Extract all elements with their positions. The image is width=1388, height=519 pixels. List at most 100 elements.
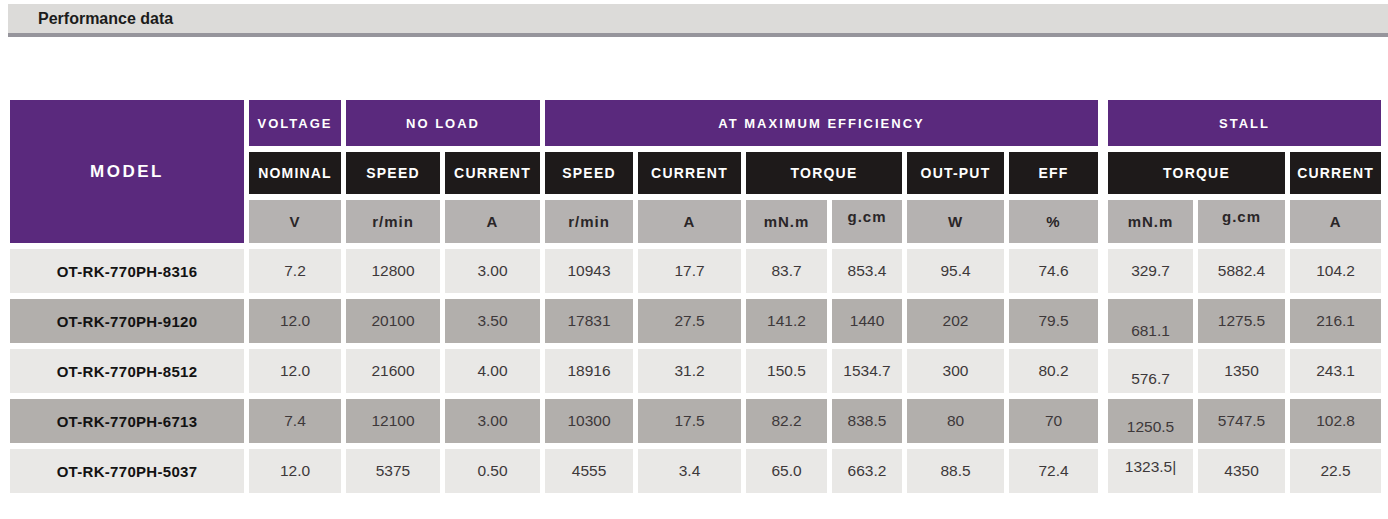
value-cell: 83.7	[746, 249, 827, 293]
value-cell: 65.0	[746, 449, 827, 493]
subheader-nominal: NOMINAL	[249, 152, 341, 194]
unit-mnm-stall: mN.m	[1103, 200, 1193, 243]
value-cell: 79.5	[1009, 299, 1098, 343]
value-cell: 17831	[545, 299, 633, 343]
group-voltage: VOLTAGE	[249, 100, 341, 146]
value-cell: 104.2	[1290, 249, 1381, 293]
value-cell: 80.2	[1009, 349, 1098, 393]
unit-a-noload: A	[445, 200, 540, 243]
value-cell: 1275.5	[1198, 299, 1285, 343]
value-cell: 4555	[545, 449, 633, 493]
value-cell: 1350	[1198, 349, 1285, 393]
value-cell: 21600	[346, 349, 440, 393]
value-cell: 216.1	[1290, 299, 1381, 343]
value-cell: 95.4	[907, 249, 1004, 293]
value-cell: 5747.5	[1198, 399, 1285, 443]
group-no-load: NO LOAD	[346, 100, 540, 146]
value-cell: 80	[907, 399, 1004, 443]
unit-rmin-noload: r/min	[346, 200, 440, 243]
value-cell: 3.00	[445, 249, 540, 293]
value-cell: 681.1	[1103, 299, 1193, 343]
unit-percent: %	[1009, 200, 1098, 243]
value-cell: 329.7	[1103, 249, 1193, 293]
subheader-output: OUT-PUT	[907, 152, 1004, 194]
value-cell: 82.2	[746, 399, 827, 443]
model-cell: OT-RK-770PH-8512	[10, 349, 244, 393]
table-row: OT-RK-770PH-67137.4121003.001030017.582.…	[10, 399, 1381, 443]
unit-gcm-stall: g.cm	[1198, 200, 1285, 243]
value-cell: 141.2	[746, 299, 827, 343]
subheader-noload-speed: SPEED	[346, 152, 440, 194]
table-row: OT-RK-770PH-912012.0201003.501783127.514…	[10, 299, 1381, 343]
unit-w: W	[907, 200, 1004, 243]
value-cell: 12100	[346, 399, 440, 443]
value-cell: 576.7	[1103, 349, 1193, 393]
value-cell: 4350	[1198, 449, 1285, 493]
value-cell: 5375	[346, 449, 440, 493]
value-cell: 838.5	[832, 399, 902, 443]
section-header: Performance data	[8, 4, 1388, 37]
table-row: OT-RK-770PH-503712.053750.5045553.465.06…	[10, 449, 1381, 493]
value-cell: 10300	[545, 399, 633, 443]
value-cell: 10943	[545, 249, 633, 293]
value-cell: 12.0	[249, 299, 341, 343]
value-cell: 1250.5	[1103, 399, 1193, 443]
value-cell: 17.7	[638, 249, 741, 293]
performance-table: MODEL VOLTAGE NO LOAD AT MAXIMUM EFFICIE…	[5, 94, 1386, 499]
value-cell: 17.5	[638, 399, 741, 443]
value-cell: 88.5	[907, 449, 1004, 493]
value-cell: 853.4	[832, 249, 902, 293]
value-cell: 74.6	[1009, 249, 1098, 293]
value-cell: 300	[907, 349, 1004, 393]
value-cell: 7.2	[249, 249, 341, 293]
value-cell: 1534.7	[832, 349, 902, 393]
value-cell: 70	[1009, 399, 1098, 443]
value-cell: 3.4	[638, 449, 741, 493]
subheader-eff: EFF	[1009, 152, 1098, 194]
value-cell: 5882.4	[1198, 249, 1285, 293]
value-cell: 1440	[832, 299, 902, 343]
value-cell: 27.5	[638, 299, 741, 343]
value-cell: 150.5	[746, 349, 827, 393]
subheader-stall-current: CURRENT	[1290, 152, 1381, 194]
subheader-maxeff-torque: TORQUE	[746, 152, 902, 194]
value-cell: 202	[907, 299, 1004, 343]
value-cell: 7.4	[249, 399, 341, 443]
value-cell: 18916	[545, 349, 633, 393]
value-cell: 20100	[346, 299, 440, 343]
value-cell: 4.00	[445, 349, 540, 393]
section-title: Performance data	[38, 10, 173, 28]
group-at-maximum-efficiency: AT MAXIMUM EFFICIENCY	[545, 100, 1098, 146]
subheader-maxeff-current: CURRENT	[638, 152, 741, 194]
value-cell: 12.0	[249, 349, 341, 393]
value-cell: 12.0	[249, 449, 341, 493]
value-cell: 1323.5|	[1103, 449, 1193, 493]
value-cell: 31.2	[638, 349, 741, 393]
group-stall: STALL	[1103, 100, 1381, 146]
table-body: OT-RK-770PH-83167.2128003.001094317.783.…	[10, 249, 1381, 493]
table-row: OT-RK-770PH-851212.0216004.001891631.215…	[10, 349, 1381, 393]
subheader-noload-current: CURRENT	[445, 152, 540, 194]
value-cell: 663.2	[832, 449, 902, 493]
model-column-header: MODEL	[10, 100, 244, 243]
unit-a-maxeff: A	[638, 200, 741, 243]
value-cell: 3.50	[445, 299, 540, 343]
unit-gcm-maxeff: g.cm	[832, 200, 902, 243]
model-cell: OT-RK-770PH-5037	[10, 449, 244, 493]
value-cell: 72.4	[1009, 449, 1098, 493]
unit-a-stall: A	[1290, 200, 1381, 243]
value-cell: 22.5	[1290, 449, 1381, 493]
value-cell: 3.00	[445, 399, 540, 443]
unit-mnm-maxeff: mN.m	[746, 200, 827, 243]
model-cell: OT-RK-770PH-9120	[10, 299, 244, 343]
unit-v: V	[249, 200, 341, 243]
subheader-maxeff-speed: SPEED	[545, 152, 633, 194]
value-cell: 243.1	[1290, 349, 1381, 393]
model-cell: OT-RK-770PH-8316	[10, 249, 244, 293]
unit-rmin-maxeff: r/min	[545, 200, 633, 243]
subheader-stall-torque: TORQUE	[1103, 152, 1285, 194]
table-row: OT-RK-770PH-83167.2128003.001094317.783.…	[10, 249, 1381, 293]
model-cell: OT-RK-770PH-6713	[10, 399, 244, 443]
value-cell: 102.8	[1290, 399, 1381, 443]
group-header-row: MODEL VOLTAGE NO LOAD AT MAXIMUM EFFICIE…	[10, 100, 1381, 146]
